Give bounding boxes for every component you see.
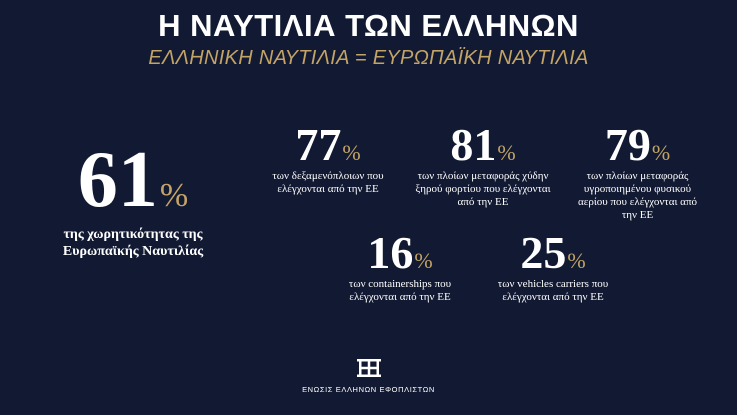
- stat-unit: %: [567, 248, 586, 273]
- stat-containerships: 16% των containerships που ελέγχονται απ…: [335, 230, 465, 304]
- main-stat: 61% της χωρητικότητας της Ευρωπαϊκής Ναυ…: [48, 140, 218, 260]
- stat-number: 16%: [335, 230, 465, 276]
- stat-unit: %: [651, 140, 671, 165]
- stat-description: των πλοίων μεταφοράς χύδην ξηρού φορτίου…: [415, 170, 551, 208]
- stat-description: των vehicles carriers που ελέγχονται από…: [497, 278, 609, 303]
- stat-number: 81%: [408, 122, 558, 168]
- main-stat-unit: %: [159, 177, 189, 214]
- footer-logo: ΕΝΩΣΙΣ ΕΛΛΗΝΩΝ ΕΦΟΠΛΙΣΤΩΝ: [0, 358, 737, 394]
- page-title: Η ΝΑΥΤΙΛΙΑ ΤΩΝ ΕΛΛΗΝΩΝ: [158, 8, 579, 43]
- stat-value: 16: [367, 227, 414, 278]
- stat-unit: %: [497, 140, 516, 165]
- stat-lng-carriers: 79% των πλοίων μεταφοράς υγροποιημένου φ…: [570, 122, 705, 222]
- page-subtitle: ΕΛΛΗΝΙΚΗ ΝΑΥΤΙΛΙΑ = ΕΥΡΩΠΑΪΚΗ ΝΑΥΤΙΛΙΑ: [148, 47, 589, 69]
- footer-logo-text: ΕΝΩΣΙΣ ΕΛΛΗΝΩΝ ΕΦΟΠΛΙΣΤΩΝ: [302, 385, 435, 394]
- stat-number: 77%: [258, 122, 398, 168]
- stat-value: 81: [450, 119, 497, 170]
- main-stat-description: της χωρητικότητας της Ευρωπαϊκής Ναυτιλί…: [62, 227, 204, 259]
- stat-tankers: 77% των δεξαμενόπλοιων που ελέγχονται απ…: [258, 122, 398, 196]
- stat-value: 79: [604, 119, 651, 170]
- union-emblem-icon: [356, 359, 381, 377]
- main-stat-number: 61%: [48, 140, 218, 220]
- stat-bulk-carriers: 81% των πλοίων μεταφοράς χύδην ξηρού φορ…: [408, 122, 558, 209]
- stat-value: 25: [520, 227, 567, 278]
- stat-number: 79%: [570, 122, 705, 168]
- stat-number: 25%: [478, 230, 628, 276]
- stat-unit: %: [414, 248, 433, 273]
- stat-description: των πλοίων μεταφοράς υγροποιημένου φυσικ…: [577, 170, 698, 221]
- stat-value: 77: [295, 119, 342, 170]
- stat-description: των containerships που ελέγχονται από τη…: [348, 278, 452, 303]
- stat-description: των δεξαμενόπλοιων που ελέγχονται από τη…: [272, 170, 384, 195]
- stat-vehicle-carriers: 25% των vehicles carriers που ελέγχονται…: [478, 230, 628, 304]
- main-stat-value: 61: [77, 136, 158, 224]
- stat-unit: %: [342, 140, 361, 165]
